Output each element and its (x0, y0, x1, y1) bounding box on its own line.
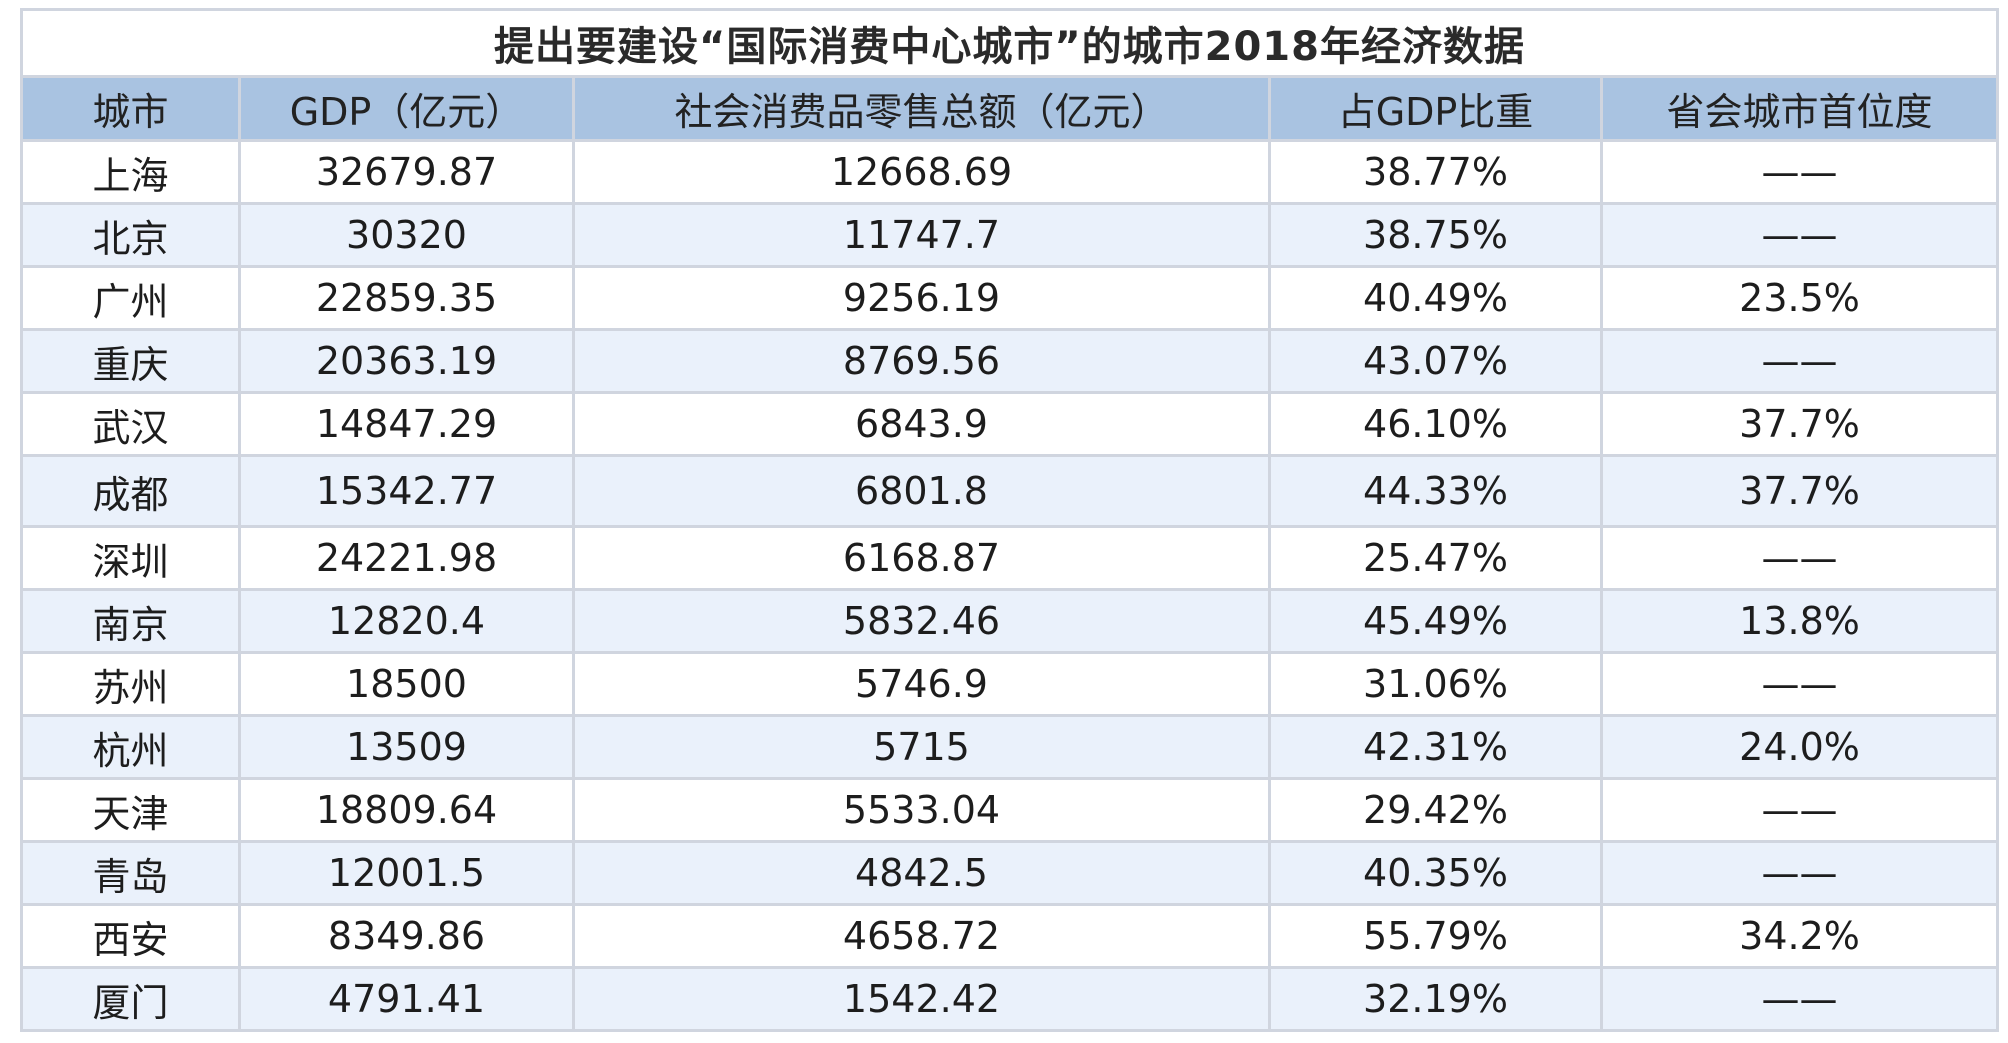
table-row: 杭州 13509 5715 42.31% 24.0% (20, 714, 1999, 780)
cell-capital-primacy: —— (1600, 202, 1999, 268)
cell-capital-primacy: 24.0% (1600, 714, 1999, 780)
cell-gdp: 14847.29 (238, 391, 575, 457)
cell-city: 天津 (20, 777, 241, 843)
cell-capital-primacy: 13.8% (1600, 588, 1999, 654)
cell-retail-sales: 6843.9 (572, 391, 1271, 457)
cell-retail-sales: 12668.69 (572, 139, 1271, 205)
cell-gdp: 32679.87 (238, 139, 575, 205)
table-row: 苏州 18500 5746.9 31.06% —— (20, 651, 1999, 717)
cell-gdp: 12820.4 (238, 588, 575, 654)
cell-gdp-share: 44.33% (1268, 454, 1603, 528)
cell-city: 广州 (20, 265, 241, 331)
cell-gdp: 22859.35 (238, 265, 575, 331)
cell-gdp: 30320 (238, 202, 575, 268)
table-row: 深圳 24221.98 6168.87 25.47% —— (20, 525, 1999, 591)
cell-gdp-share: 46.10% (1268, 391, 1603, 457)
table-body: 上海 32679.87 12668.69 38.77% —— 北京 30320 11747.7… (20, 139, 1999, 1032)
table-row: 上海 32679.87 12668.69 38.77% —— (20, 139, 1999, 205)
cell-capital-primacy: —— (1600, 139, 1999, 205)
cell-capital-primacy: —— (1600, 525, 1999, 591)
cell-gdp: 15342.77 (238, 454, 575, 528)
cell-city: 苏州 (20, 651, 241, 717)
table-row: 重庆 20363.19 8769.56 43.07% —— (20, 328, 1999, 394)
column-header-gdp: GDP（亿元） (238, 75, 575, 142)
cell-retail-sales: 6801.8 (572, 454, 1271, 528)
cell-retail-sales: 4842.5 (572, 840, 1271, 906)
cell-gdp-share: 29.42% (1268, 777, 1603, 843)
cell-gdp-share: 31.06% (1268, 651, 1603, 717)
cell-capital-primacy: 34.2% (1600, 903, 1999, 969)
cell-gdp-share: 45.49% (1268, 588, 1603, 654)
cell-gdp: 12001.5 (238, 840, 575, 906)
cell-retail-sales: 5533.04 (572, 777, 1271, 843)
cell-gdp-share: 38.77% (1268, 139, 1603, 205)
cell-retail-sales: 9256.19 (572, 265, 1271, 331)
table-row: 广州 22859.35 9256.19 40.49% 23.5% (20, 265, 1999, 331)
cell-gdp-share: 40.49% (1268, 265, 1603, 331)
cell-retail-sales: 4658.72 (572, 903, 1271, 969)
cell-city: 西安 (20, 903, 241, 969)
cell-capital-primacy: —— (1600, 840, 1999, 906)
column-header-retail-sales: 社会消费品零售总额（亿元） (572, 75, 1271, 142)
data-table-container: 提出要建设“国际消费中心城市”的城市2018年经济数据 城市 GDP（亿元） 社… (20, 8, 1999, 1032)
cell-gdp-share: 25.47% (1268, 525, 1603, 591)
cell-capital-primacy: —— (1600, 966, 1999, 1032)
cell-city: 上海 (20, 139, 241, 205)
cell-gdp: 18809.64 (238, 777, 575, 843)
table-row: 武汉 14847.29 6843.9 46.10% 37.7% (20, 391, 1999, 457)
cell-capital-primacy: 37.7% (1600, 391, 1999, 457)
table-row: 厦门 4791.41 1542.42 32.19% —— (20, 966, 1999, 1032)
column-header-capital-primacy: 省会城市首位度 (1600, 75, 1999, 142)
cell-capital-primacy: 23.5% (1600, 265, 1999, 331)
cell-retail-sales: 5746.9 (572, 651, 1271, 717)
cell-city: 成都 (20, 454, 241, 528)
cell-city: 南京 (20, 588, 241, 654)
table-row: 天津 18809.64 5533.04 29.42% —— (20, 777, 1999, 843)
cell-city: 厦门 (20, 966, 241, 1032)
cell-capital-primacy: —— (1600, 651, 1999, 717)
cell-retail-sales: 5832.46 (572, 588, 1271, 654)
cell-city: 深圳 (20, 525, 241, 591)
cell-retail-sales: 6168.87 (572, 525, 1271, 591)
cell-retail-sales: 5715 (572, 714, 1271, 780)
cell-gdp: 20363.19 (238, 328, 575, 394)
cell-retail-sales: 11747.7 (572, 202, 1271, 268)
cell-gdp-share: 42.31% (1268, 714, 1603, 780)
cell-gdp: 13509 (238, 714, 575, 780)
cell-capital-primacy: 37.7% (1600, 454, 1999, 528)
cell-gdp-share: 40.35% (1268, 840, 1603, 906)
cell-gdp-share: 43.07% (1268, 328, 1603, 394)
table-row: 成都 15342.77 6801.8 44.33% 37.7% (20, 454, 1999, 528)
cell-city: 青岛 (20, 840, 241, 906)
table-header-row: 城市 GDP（亿元） 社会消费品零售总额（亿元） 占GDP比重 省会城市首位度 (20, 75, 1999, 142)
cell-capital-primacy: —— (1600, 328, 1999, 394)
cell-gdp-share: 38.75% (1268, 202, 1603, 268)
cell-gdp-share: 32.19% (1268, 966, 1603, 1032)
table-title-row: 提出要建设“国际消费中心城市”的城市2018年经济数据 (20, 8, 1999, 78)
table-row: 西安 8349.86 4658.72 55.79% 34.2% (20, 903, 1999, 969)
cell-capital-primacy: —— (1600, 777, 1999, 843)
cell-gdp-share: 55.79% (1268, 903, 1603, 969)
column-header-gdp-share: 占GDP比重 (1268, 75, 1603, 142)
city-economy-table: 提出要建设“国际消费中心城市”的城市2018年经济数据 城市 GDP（亿元） 社… (20, 8, 1999, 1032)
cell-city: 重庆 (20, 328, 241, 394)
column-header-city: 城市 (20, 75, 241, 142)
table-row: 青岛 12001.5 4842.5 40.35% —— (20, 840, 1999, 906)
cell-gdp: 24221.98 (238, 525, 575, 591)
cell-retail-sales: 1542.42 (572, 966, 1271, 1032)
table-title: 提出要建设“国际消费中心城市”的城市2018年经济数据 (20, 8, 1999, 78)
table-row: 北京 30320 11747.7 38.75% —— (20, 202, 1999, 268)
cell-city: 北京 (20, 202, 241, 268)
table-row: 南京 12820.4 5832.46 45.49% 13.8% (20, 588, 1999, 654)
cell-gdp: 18500 (238, 651, 575, 717)
cell-city: 杭州 (20, 714, 241, 780)
cell-gdp: 8349.86 (238, 903, 575, 969)
cell-gdp: 4791.41 (238, 966, 575, 1032)
cell-retail-sales: 8769.56 (572, 328, 1271, 394)
cell-city: 武汉 (20, 391, 241, 457)
